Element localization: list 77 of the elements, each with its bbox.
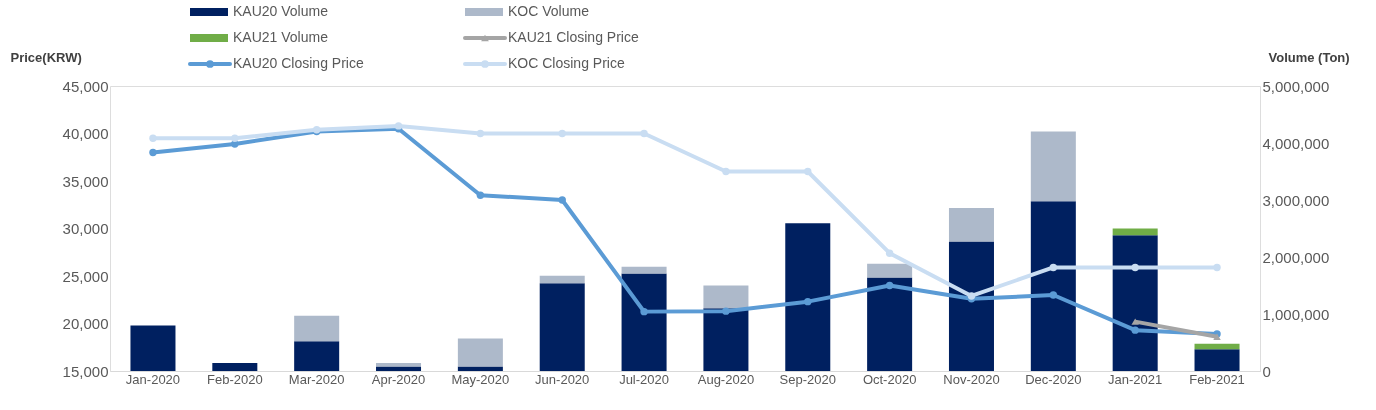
point — [885, 281, 894, 290]
point — [1131, 263, 1139, 272]
bar — [867, 263, 913, 278]
y-tick-label: 45,000 — [62, 77, 109, 95]
bar — [457, 366, 503, 371]
bar — [1030, 131, 1076, 202]
x-tick-label: Oct-2020 — [862, 371, 917, 387]
bar — [1030, 201, 1076, 371]
legend-label: KAU20 Volume — [233, 3, 329, 19]
legend-label: KOC Volume — [508, 3, 590, 19]
point — [640, 129, 648, 138]
point — [804, 297, 812, 306]
y-tick-label: 20,000 — [62, 315, 109, 332]
point — [722, 167, 730, 176]
y-tick-label: 15,000 — [62, 362, 109, 380]
x-tick-label: Apr-2020 — [371, 371, 426, 387]
x-tick-label: Feb-2020 — [206, 371, 263, 387]
y2-tick-label: 4,000,000 — [1262, 134, 1330, 152]
point — [722, 307, 730, 315]
point — [476, 129, 485, 138]
point — [640, 307, 648, 316]
x-tick-label: Jan-2020 — [125, 371, 181, 387]
bar — [621, 266, 667, 274]
point — [558, 129, 566, 138]
point — [558, 196, 566, 204]
bar — [785, 223, 831, 371]
point — [1213, 263, 1221, 272]
bar — [376, 366, 422, 371]
point — [476, 191, 485, 199]
y2-axis-title: Volume (Ton) — [1268, 49, 1350, 65]
bar — [130, 325, 176, 371]
bar — [457, 338, 503, 367]
x-tick-label: Sep-2020 — [779, 371, 836, 387]
bar — [948, 207, 994, 242]
bar — [1112, 235, 1158, 371]
point — [231, 134, 239, 142]
point — [804, 167, 812, 176]
point — [1049, 263, 1058, 272]
y2-tick-label: 2,000,000 — [1262, 248, 1330, 266]
x-tick-label: Aug-2020 — [697, 371, 755, 387]
x-tick-label: Mar-2020 — [288, 371, 345, 387]
y-axis-title: Price(KRW) — [10, 49, 82, 65]
x-tick-label: Dec-2020 — [1025, 371, 1082, 387]
bar — [703, 308, 749, 371]
y-tick-label: 25,000 — [62, 267, 109, 285]
bar — [703, 285, 749, 309]
bar — [212, 363, 258, 371]
point — [1049, 291, 1058, 299]
y2-tick-label: 1,000,000 — [1262, 305, 1330, 323]
legend-label: KOC Closing Price — [508, 55, 625, 71]
y-tick-label: 35,000 — [62, 172, 109, 190]
legend-label: KAU20 Closing Price — [233, 55, 364, 71]
bar — [948, 241, 994, 371]
bar — [539, 275, 585, 284]
point — [149, 134, 157, 142]
x-tick-label: Jul-2020 — [619, 371, 670, 387]
bar — [294, 341, 340, 371]
bar — [1194, 349, 1240, 371]
y2-tick-label: 5,000,000 — [1262, 77, 1330, 95]
x-tick-label: Jun-2020 — [535, 371, 590, 387]
legend-label: KAU21 Volume — [233, 29, 329, 45]
y2-tick-label: 3,000,000 — [1262, 191, 1330, 209]
x-tick-label: Nov-2020 — [943, 371, 1000, 387]
x-tick-label: Feb-2021 — [1189, 371, 1245, 387]
y-tick-label: 30,000 — [62, 220, 109, 237]
bar — [539, 283, 585, 371]
bar — [867, 277, 913, 371]
y-tick-label: 40,000 — [62, 125, 109, 142]
point — [1131, 326, 1139, 334]
bar — [621, 273, 667, 371]
x-tick-label: May-2020 — [451, 371, 510, 387]
bar — [294, 315, 340, 342]
legend-label: KAU21 Closing Price — [508, 29, 639, 45]
point — [885, 249, 894, 257]
point — [149, 148, 157, 157]
x-tick-label: Jan-2021 — [1108, 371, 1163, 387]
y2-tick-label: 0 — [1262, 362, 1271, 380]
